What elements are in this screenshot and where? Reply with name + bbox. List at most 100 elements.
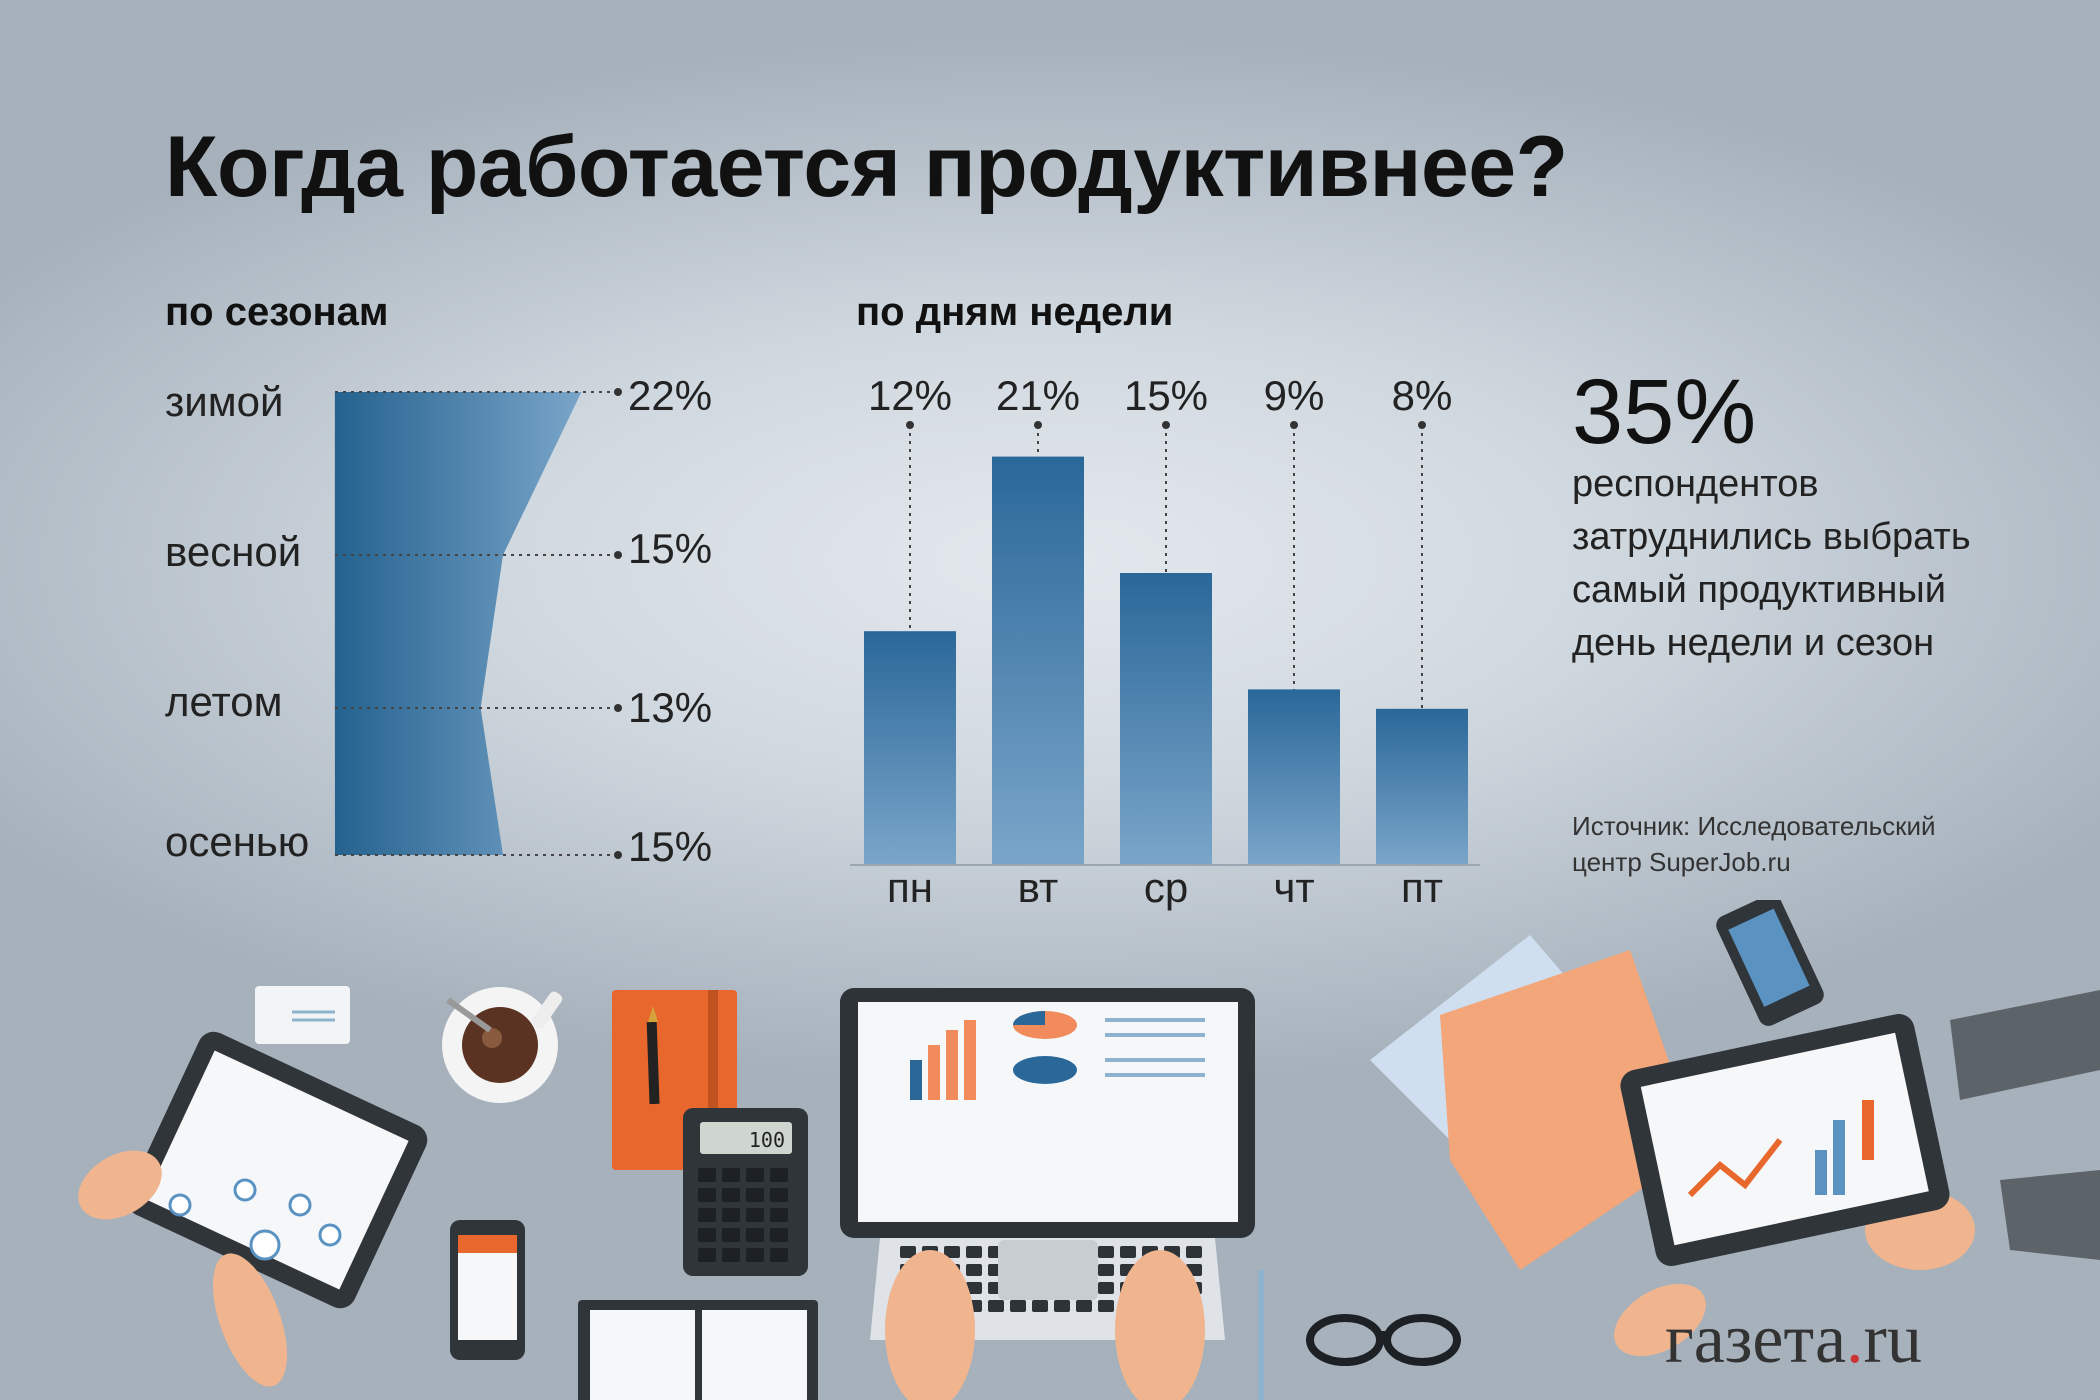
day-label-thu: чт	[1273, 864, 1315, 911]
calculator-key	[746, 1168, 764, 1182]
day-value-thu: 9%	[1263, 372, 1325, 419]
day-label-fri: пт	[1401, 864, 1443, 911]
tablet-icon	[126, 1031, 428, 1309]
season-leader-dot	[614, 851, 622, 859]
analytics-tablet-icon	[1620, 1013, 1950, 1267]
laptop-key	[966, 1282, 982, 1294]
calculator-display: 100	[749, 1128, 785, 1152]
calculator-key	[698, 1208, 716, 1222]
folders-icon	[1370, 935, 1700, 1270]
weekdays-chart-title: по дням недели	[856, 290, 1174, 334]
calculator-key	[746, 1228, 764, 1242]
laptop-key	[966, 1264, 982, 1276]
weekday-leader-dot	[1034, 421, 1042, 429]
smartphone-chart-icon	[1716, 900, 1824, 1026]
calculator-key	[770, 1188, 788, 1202]
calculator-key	[770, 1208, 788, 1222]
note-line-2: затруднились выбрать	[1572, 516, 1971, 558]
pen-icon	[1258, 1270, 1264, 1400]
charts-canvas	[334, 388, 1480, 875]
sleeves-illustration	[1950, 990, 2100, 1260]
desk-illustration: 100	[78, 900, 2100, 1400]
logo-dot: .	[1846, 1301, 1864, 1378]
season-value-spring: 15%	[628, 525, 713, 572]
calculator-key	[698, 1228, 716, 1242]
season-leader-dot	[614, 704, 622, 712]
season-value-winter: 22%	[628, 372, 713, 419]
season-leader-dot	[614, 388, 622, 396]
calculator-key	[722, 1208, 740, 1222]
weekday-leader-dot	[1418, 421, 1426, 429]
note-line-1: респондентов	[1572, 463, 1819, 505]
season-value-autumn: 15%	[628, 823, 713, 870]
laptop-key	[1010, 1300, 1026, 1312]
laptop-key	[1186, 1246, 1202, 1258]
season-leader-dot	[614, 551, 622, 559]
laptop-key	[966, 1246, 982, 1258]
season-label-summer: летом	[165, 678, 283, 725]
weekday-bar	[1120, 573, 1212, 864]
calculator-key	[722, 1228, 740, 1242]
weekday-bar	[1248, 689, 1340, 864]
laptop-key	[1054, 1300, 1070, 1312]
calculator-key	[698, 1188, 716, 1202]
gazeta-logo: газета.ru	[1665, 1300, 1922, 1380]
calculator-key	[746, 1188, 764, 1202]
weekday-leader-dot	[1290, 421, 1298, 429]
weekday-leader-dot	[1162, 421, 1170, 429]
day-label-mon: пн	[887, 864, 933, 911]
coffee-cup-icon	[442, 987, 563, 1103]
laptop-key	[1098, 1300, 1114, 1312]
calculator-key	[770, 1228, 788, 1242]
day-label-tue: вт	[1017, 864, 1059, 911]
day-value-fri: 8%	[1391, 372, 1453, 419]
laptop-icon	[840, 988, 1255, 1340]
business-card	[255, 986, 350, 1044]
calculator-key	[722, 1168, 740, 1182]
highlight-number: 35%	[1572, 361, 1757, 463]
calculator-key	[698, 1168, 716, 1182]
calculator-key	[722, 1188, 740, 1202]
laptop-key	[1098, 1264, 1114, 1276]
laptop-key	[1032, 1300, 1048, 1312]
source-note: Источник: Исследовательский центр SuperJ…	[1572, 808, 2012, 880]
season-area-shape	[335, 392, 582, 855]
laptop-key	[1120, 1246, 1136, 1258]
laptop-key	[1098, 1246, 1114, 1258]
calculator-key	[698, 1248, 716, 1262]
source-line-2: центр SuperJob.ru	[1572, 847, 1791, 877]
weekday-bar	[1376, 708, 1468, 864]
laptop-key	[1076, 1300, 1092, 1312]
laptop-key	[988, 1300, 1004, 1312]
glasses-icon	[1306, 1314, 1461, 1366]
calculator-key	[722, 1248, 740, 1262]
weekday-leader-dot	[906, 421, 914, 429]
logo-main: газета	[1665, 1301, 1847, 1378]
weekday-bar	[864, 631, 956, 864]
note-line-4: день недели и сезон	[1572, 622, 1935, 664]
laptop-key	[944, 1246, 960, 1258]
laptop-key	[900, 1246, 916, 1258]
calculator-key	[746, 1208, 764, 1222]
phone-icon	[450, 1220, 525, 1360]
day-value-tue: 21%	[995, 372, 1081, 419]
calculator-key	[770, 1168, 788, 1182]
logo-suffix: ru	[1863, 1301, 1922, 1378]
day-label-wed: ср	[1143, 864, 1189, 911]
laptop-key	[1098, 1282, 1114, 1294]
season-label-autumn: осенью	[165, 818, 310, 865]
source-line-1: Источник: Исследовательский	[1572, 811, 1936, 841]
day-value-mon: 12%	[867, 372, 953, 419]
day-value-wed: 15%	[1123, 372, 1209, 419]
seasons-chart-title: по сезонам	[165, 290, 389, 334]
page-title: Когда работается продуктивнее?	[165, 119, 1568, 215]
calculator-key	[746, 1248, 764, 1262]
highlight-note: респондентов затруднились выбрать самый …	[1572, 458, 2072, 670]
season-label-winter: зимой	[165, 378, 284, 425]
season-label-spring: весной	[165, 528, 302, 575]
weekday-bar	[992, 456, 1084, 864]
calculator-key	[770, 1248, 788, 1262]
season-value-summer: 13%	[628, 684, 713, 731]
calculator-icon: 100	[683, 1108, 808, 1276]
